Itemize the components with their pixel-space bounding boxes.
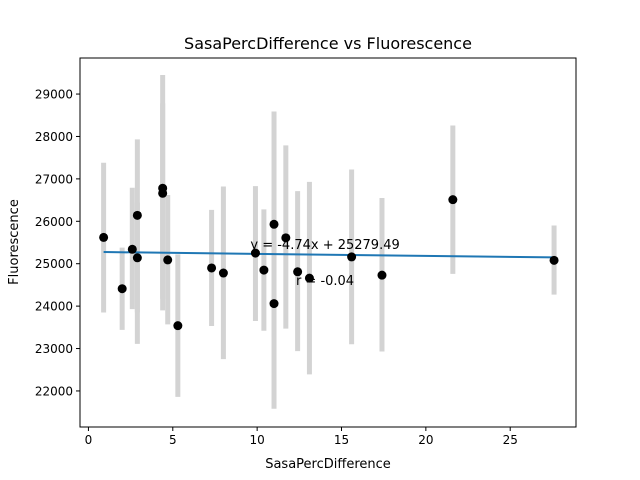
x-tick-label-3: 15 — [334, 433, 349, 447]
annotation-1: r = -0.04 — [296, 274, 354, 289]
x-tick-label-2: 10 — [250, 433, 265, 447]
x-tick-label-4: 20 — [418, 433, 433, 447]
data-point-18 — [347, 252, 357, 262]
fit-line-group — [103, 251, 555, 259]
fit-line — [103, 251, 555, 259]
data-point-16 — [293, 267, 303, 277]
plot-frame — [79, 57, 577, 428]
data-point-2 — [127, 244, 137, 254]
y-tick-label-2: 24000 — [35, 300, 73, 314]
y-tick-label-7: 29000 — [35, 88, 73, 102]
data-point-3 — [132, 210, 142, 220]
chart-title: SasaPercDifference vs Fluorescence — [184, 34, 472, 53]
data-point-0 — [99, 232, 109, 242]
data-point-13 — [269, 299, 279, 309]
data-point-4 — [132, 253, 142, 263]
y-tick-label-1: 23000 — [35, 342, 73, 356]
y-axis-label: Fluorescence — [7, 199, 22, 285]
y-tick-label-3: 25000 — [35, 257, 73, 271]
y-tick-label-4: 26000 — [35, 215, 73, 229]
data-point-8 — [173, 321, 183, 331]
data-points — [99, 183, 559, 331]
data-point-11 — [250, 248, 260, 258]
data-point-14 — [269, 219, 279, 229]
annotations: y = -4.74x + 25279.49 r = -0.04 — [250, 238, 399, 289]
data-point-21 — [549, 255, 559, 265]
data-point-7 — [163, 255, 173, 265]
y-tick-label-0: 22000 — [35, 384, 73, 398]
data-point-19 — [377, 270, 387, 280]
x-tick-label-0: 0 — [85, 433, 93, 447]
y-axis-ticks: 22000 23000 24000 25000 26000 27000 28000 29000 — [35, 88, 80, 398]
data-point-12 — [259, 265, 269, 275]
data-point-6 — [158, 188, 168, 198]
x-axis-ticks: 0 5 10 15 20 25 — [85, 427, 518, 447]
data-point-1 — [117, 284, 127, 294]
x-tick-label-1: 5 — [169, 433, 177, 447]
x-tick-label-5: 25 — [503, 433, 518, 447]
x-axis-label: SasaPercDifference — [265, 457, 391, 472]
data-point-15 — [281, 233, 291, 243]
data-point-10 — [218, 268, 228, 278]
annotation-0: y = -4.74x + 25279.49 — [250, 238, 399, 253]
y-tick-label-5: 27000 — [35, 172, 73, 186]
data-point-17 — [304, 273, 314, 283]
data-point-20 — [448, 195, 458, 205]
data-point-9 — [207, 263, 217, 273]
y-tick-label-6: 28000 — [35, 130, 73, 144]
